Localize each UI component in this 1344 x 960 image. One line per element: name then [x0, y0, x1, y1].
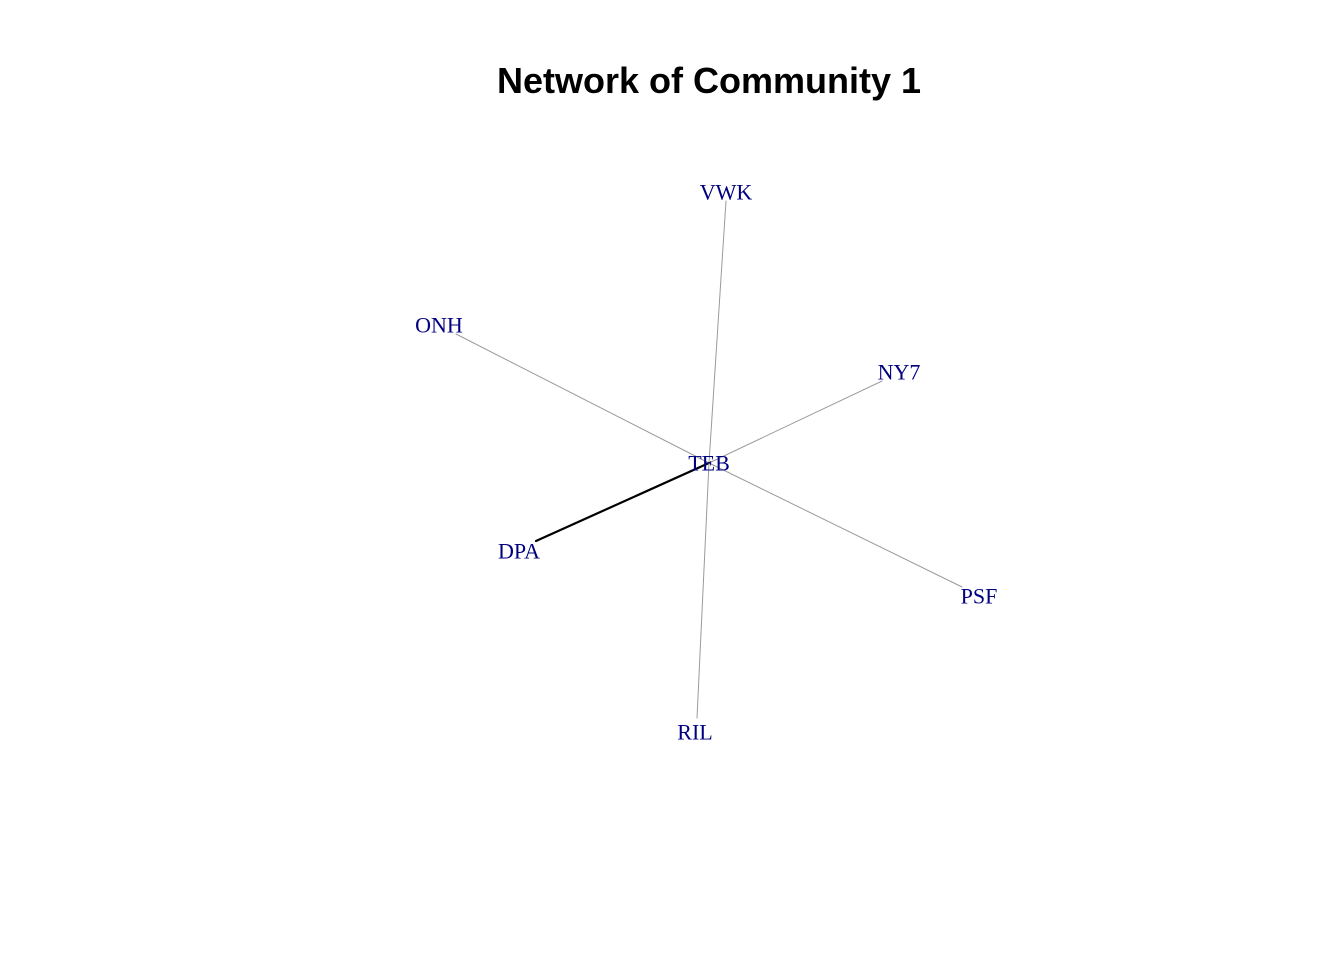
edge-teb-onh [455, 333, 710, 464]
node-label-vwk: VWK [700, 180, 753, 205]
edges-group [455, 200, 963, 719]
node-label-onh: ONH [415, 313, 463, 338]
edge-teb-ny7 [708, 380, 883, 464]
node-label-teb: TEB [688, 451, 730, 476]
node-label-ny7: NY7 [878, 360, 921, 385]
node-labels-group: TEB VWK ONH NY7 DPA PSF RIL [415, 180, 997, 745]
edge-teb-ril [696, 462, 710, 719]
edge-teb-dpa [534, 461, 711, 543]
node-label-psf: PSF [961, 584, 998, 609]
edge-teb-vwk [708, 200, 727, 464]
chart-title: Network of Community 1 [497, 60, 921, 101]
edge-teb-psf [708, 462, 963, 588]
node-label-ril: RIL [677, 720, 712, 745]
node-label-dpa: DPA [498, 539, 540, 564]
